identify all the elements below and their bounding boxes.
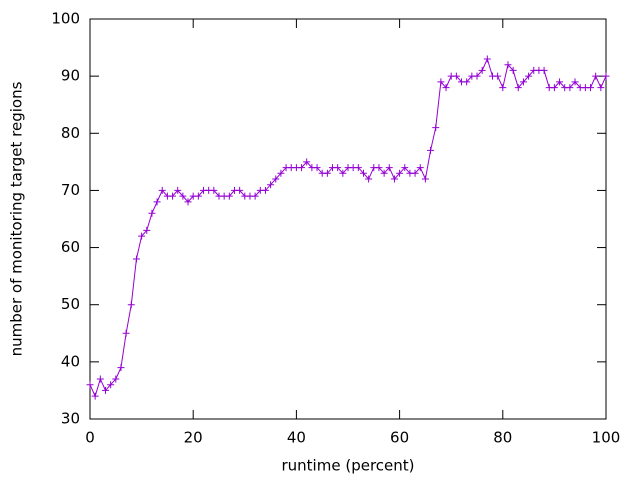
point-marker [339,169,347,177]
y-axis-label: number of monitoring target regions [8,81,26,356]
point-marker [179,192,187,200]
y-tick-label: 100 [51,10,80,28]
point-marker [365,175,373,183]
point-marker [169,192,177,200]
point-marker [421,175,429,183]
point-marker [117,364,125,372]
point-marker [478,66,486,74]
point-marker [556,78,564,86]
point-marker [354,164,362,172]
point-marker [101,386,109,394]
point-marker [359,169,367,177]
point-marker [210,186,218,194]
point-marker [91,392,99,400]
point-marker [519,78,527,86]
point-marker [272,175,280,183]
point-marker [277,169,285,177]
point-marker [251,192,259,200]
point-marker [298,164,306,172]
point-marker [313,164,321,172]
point-marker [411,169,419,177]
point-marker [550,84,558,92]
x-axis-label: runtime (percent) [282,457,415,475]
y-tick-label: 70 [61,181,80,199]
point-marker [323,169,331,177]
point-marker [401,164,409,172]
series-line [89,57,607,398]
x-tick-label: 20 [184,429,203,447]
point-marker [587,84,595,92]
x-tick-label: 60 [390,429,409,447]
y-tick-label: 90 [61,67,80,85]
y-tick-label: 80 [61,124,80,142]
point-marker [153,198,161,206]
point-marker [375,164,383,172]
point-marker [602,72,610,80]
point-marker [452,72,460,80]
point-marker [540,66,548,74]
point-marker [380,169,388,177]
point-marker [194,192,202,200]
point-marker [473,72,481,80]
x-tick-label: 0 [85,429,95,447]
point-marker [267,181,275,189]
point-marker [107,381,115,389]
point-marker [566,84,574,92]
point-marker [504,61,512,69]
point-marker [96,375,104,383]
point-marker [112,375,120,383]
point-marker [148,209,156,217]
plot-border [89,18,607,420]
point-marker [514,84,522,92]
point-marker [132,255,140,263]
point-marker [525,72,533,80]
point-marker [385,164,393,172]
x-tick-label: 40 [287,429,306,447]
point-marker [127,301,135,309]
point-marker [432,124,440,132]
point-marker [236,186,244,194]
point-marker [437,78,445,86]
y-tick-label: 30 [61,410,80,428]
point-marker [396,169,404,177]
point-marker [509,66,517,74]
point-marker [483,55,491,63]
point-marker [442,84,450,92]
point-marker [174,186,182,194]
x-tick-label: 80 [493,429,512,447]
point-marker [261,186,269,194]
point-marker [225,192,233,200]
point-marker [571,78,579,86]
y-tick-label: 60 [61,238,80,256]
point-marker [138,232,146,240]
point-marker [427,146,435,154]
point-marker [86,381,94,389]
point-marker [158,186,166,194]
point-marker [303,158,311,166]
point-marker [184,198,192,206]
point-marker [597,84,605,92]
point-marker [390,175,398,183]
y-tick-label: 50 [61,295,80,313]
point-marker [416,164,424,172]
point-marker [334,164,342,172]
point-marker [143,226,151,234]
y-tick-label: 40 [61,352,80,370]
point-marker [499,84,507,92]
point-marker [122,329,130,337]
x-tick-label: 100 [592,429,621,447]
point-marker [592,72,600,80]
point-marker [494,72,502,80]
point-marker [463,78,471,86]
